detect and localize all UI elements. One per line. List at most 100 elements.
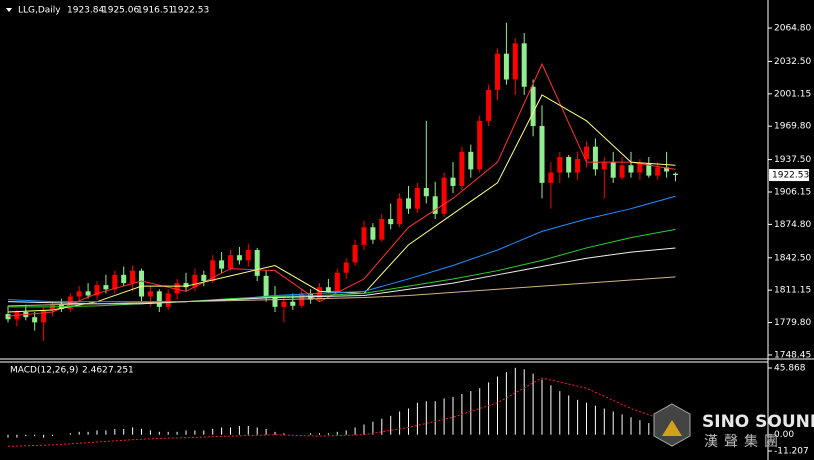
candle-body bbox=[673, 173, 678, 176]
candle-body bbox=[601, 162, 607, 170]
candle-body bbox=[5, 314, 11, 320]
candle-body bbox=[299, 293, 305, 306]
y-tick-label: 2064.80 bbox=[774, 24, 811, 34]
candle-body bbox=[557, 157, 563, 173]
open-value: 1923.84 bbox=[67, 6, 104, 16]
candle-body bbox=[210, 260, 216, 282]
candle-body bbox=[263, 275, 269, 297]
candle-body bbox=[637, 163, 643, 173]
candle-body bbox=[495, 53, 500, 90]
candle-body bbox=[352, 244, 358, 263]
chart-title: LLG,Daily bbox=[18, 6, 61, 16]
candle-body bbox=[548, 172, 554, 183]
high-value: 1925.06 bbox=[102, 6, 139, 16]
candle-body bbox=[388, 219, 394, 225]
candle-body bbox=[592, 146, 598, 170]
y-tick-label: 2032.50 bbox=[774, 57, 811, 67]
candle-body bbox=[85, 291, 91, 296]
candle-body bbox=[281, 301, 287, 307]
candle-body bbox=[76, 291, 82, 297]
moving-average bbox=[7, 276, 676, 307]
candle-body bbox=[343, 262, 349, 273]
y-tick-label: 1748.45 bbox=[774, 350, 811, 360]
logo: SINO SOUND 漢聲集團 bbox=[653, 403, 814, 450]
candle-body bbox=[503, 53, 509, 80]
candle-body bbox=[183, 283, 189, 288]
candle-body bbox=[432, 196, 438, 214]
low-value: 1916.51 bbox=[137, 6, 174, 16]
y-tick-label: 2001.15 bbox=[774, 89, 811, 99]
close-value: 1922.53 bbox=[172, 6, 209, 16]
moving-average bbox=[7, 247, 676, 305]
candle-body bbox=[406, 198, 411, 209]
moving-average bbox=[7, 62, 676, 317]
candle-body bbox=[290, 301, 296, 306]
y-tick-label: 0.00 bbox=[774, 430, 794, 440]
y-tick-label: 45.868 bbox=[774, 364, 806, 374]
candle-body bbox=[272, 296, 278, 307]
candle-body bbox=[219, 260, 225, 269]
candle-body bbox=[477, 120, 483, 170]
price-label: 1922.53 bbox=[772, 171, 809, 181]
y-tick-label: 1811.15 bbox=[774, 286, 811, 296]
candle-body bbox=[521, 43, 527, 87]
candle-body bbox=[530, 86, 536, 127]
candle-body bbox=[139, 270, 144, 297]
candle-body bbox=[512, 43, 518, 80]
candle-body bbox=[379, 219, 385, 240]
candle-body bbox=[192, 274, 198, 288]
candle-body bbox=[441, 177, 447, 214]
candle-body bbox=[41, 309, 47, 323]
candle-body bbox=[459, 151, 465, 186]
candle-body bbox=[619, 165, 625, 178]
y-tick-label: 1937.50 bbox=[774, 155, 811, 165]
signal-value: 7.251 bbox=[108, 366, 134, 376]
logo-subtitle: 漢聲集團 bbox=[704, 433, 784, 450]
candle-body bbox=[414, 188, 420, 209]
candle-body bbox=[655, 167, 661, 176]
moving-average bbox=[7, 195, 676, 303]
menu-arrow bbox=[6, 8, 12, 12]
price-label-box bbox=[769, 169, 809, 182]
candle-body bbox=[610, 162, 616, 178]
candle-body bbox=[450, 177, 456, 186]
y-tick-label: 1842.50 bbox=[774, 253, 811, 263]
candle-body bbox=[254, 250, 260, 276]
y-tick-label: 1969.80 bbox=[774, 122, 811, 132]
candle-body bbox=[236, 255, 242, 261]
candle-body bbox=[664, 167, 670, 172]
candle-body bbox=[486, 89, 492, 121]
y-tick-label: 1906.15 bbox=[774, 187, 811, 197]
moving-average bbox=[8, 228, 676, 308]
logo-icon bbox=[662, 420, 682, 436]
candle-body bbox=[628, 165, 634, 173]
candle-body bbox=[165, 293, 171, 307]
plot-area: 2064.80 2032.50 2001.15 1969.80 1937.50 1906.… bbox=[5, 22, 811, 457]
candle-body bbox=[103, 285, 109, 290]
candle-body bbox=[584, 146, 589, 160]
candle-body bbox=[370, 227, 376, 240]
candle-body bbox=[334, 272, 340, 292]
candle-body bbox=[121, 274, 127, 284]
y-tick-label: 1874.80 bbox=[774, 220, 811, 230]
candle-body bbox=[566, 157, 572, 173]
candle-body bbox=[130, 270, 136, 284]
candle-body bbox=[156, 291, 162, 307]
candle-body bbox=[174, 283, 180, 294]
macd-value: 2.462 bbox=[82, 366, 108, 376]
candle-body bbox=[112, 274, 118, 290]
y-tick-label: 1779.80 bbox=[774, 318, 811, 328]
candle-body bbox=[228, 255, 233, 269]
candle-body bbox=[397, 198, 403, 225]
macd-title: MACD(12,26,9) bbox=[10, 366, 78, 376]
logo-name: SINO SOUND bbox=[702, 412, 814, 432]
candle-body bbox=[201, 274, 207, 282]
candle-body bbox=[468, 151, 474, 170]
candle-body bbox=[50, 304, 55, 310]
candle-body bbox=[575, 159, 581, 173]
y-tick-label: -11.207 bbox=[774, 447, 809, 457]
candle-body bbox=[539, 126, 545, 183]
